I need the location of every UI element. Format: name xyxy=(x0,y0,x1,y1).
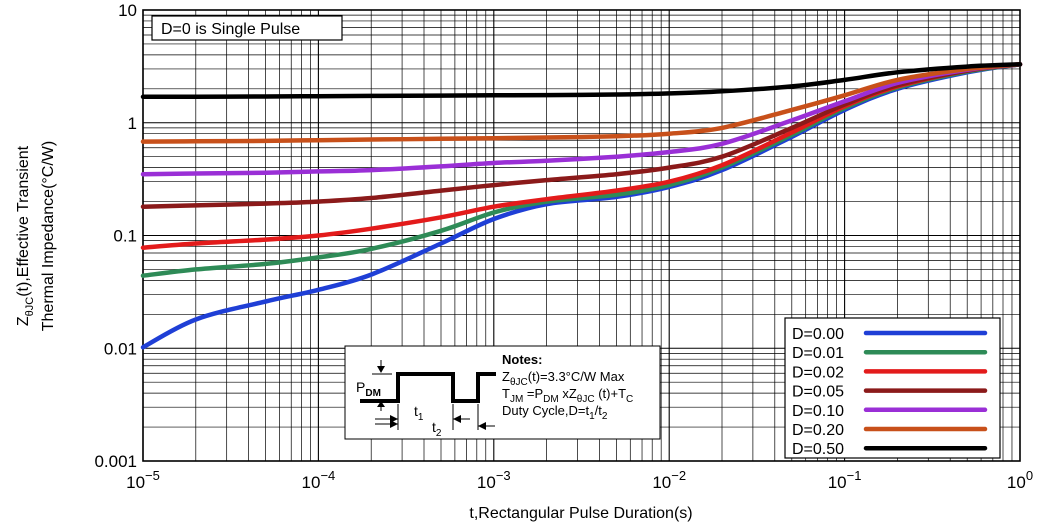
legend-label: D=0.10 xyxy=(792,403,844,420)
y-axis-title-line-1: ZθJC(t),Effective Transient xyxy=(15,145,36,326)
t1-label: t1 xyxy=(414,403,424,423)
y-axis-title: ZθJC(t),Effective Transient Thermal Impe… xyxy=(15,141,57,331)
y-axis-title-line-2: Thermal Impedance(°C/W) xyxy=(40,141,57,331)
x-tick-label: 10−4 xyxy=(302,468,336,492)
y-tick-label: 0.01 xyxy=(104,339,137,358)
pdm-label: PDM xyxy=(356,379,381,399)
notes-line-1: ZθJC(t)=3.3°C/W Max xyxy=(502,369,625,388)
pulse-waveform xyxy=(360,372,496,403)
legend-label: D=0.01 xyxy=(792,345,844,362)
plot-frame xyxy=(142,9,1021,462)
legend-label: D=0.20 xyxy=(792,422,844,439)
series-line-d-0-05 xyxy=(140,62,1023,209)
y-tick-label: 0.1 xyxy=(113,227,137,246)
x-tick-label: 10−2 xyxy=(652,468,686,492)
x-tick-labels: 10−5 10−4 10−3 10−2 10−1 100 xyxy=(126,468,1033,492)
legend-label: D=0.02 xyxy=(792,364,844,381)
t2-label: t2 xyxy=(432,419,442,439)
notes-heading: Notes: xyxy=(502,352,542,367)
x-tick-label: 100 xyxy=(1007,468,1033,492)
legend: D=0.00 D=0.01 D=0.02 D=0.05 D=0.10 D=0.20 D=0.… xyxy=(784,317,1001,459)
notes-line-3: Duty Cycle,D=t1/t2 xyxy=(502,403,608,422)
series-line-d-0-50 xyxy=(140,62,1023,100)
x-tick-label: 10−1 xyxy=(828,468,862,492)
notes-line-2: TJM =PDM xZθJC (t)+TC xyxy=(502,386,633,405)
legend-label: D=0.00 xyxy=(792,326,844,343)
x-tick-label: 10−5 xyxy=(126,468,160,492)
legend-label: D=0.05 xyxy=(792,384,844,401)
series-layer xyxy=(140,62,1023,350)
x-axis-title: t,Rectangular Pulse Duration(s) xyxy=(469,505,692,522)
y-tick-label: 1 xyxy=(128,114,137,133)
y-tick-labels: 10 1 0.1 0.01 0.001 xyxy=(94,1,137,471)
single-pulse-annotation: D=0 is Single Pulse xyxy=(151,15,343,41)
x-tick-label: 10−3 xyxy=(477,468,511,492)
legend-label: D=0.50 xyxy=(792,441,844,458)
series-line-d-0-00 xyxy=(140,62,1023,350)
notes-inset: PDM t1 t2 Notes: ZθJC(t)=3.3°C/W Max TJM… xyxy=(344,345,661,440)
series-line-d-0-20 xyxy=(140,62,1023,144)
series-line-d-0-10 xyxy=(140,62,1023,177)
y-tick-label: 0.001 xyxy=(94,452,137,471)
y-tick-label: 10 xyxy=(118,1,137,20)
annotation-text: D=0 is Single Pulse xyxy=(161,21,300,38)
